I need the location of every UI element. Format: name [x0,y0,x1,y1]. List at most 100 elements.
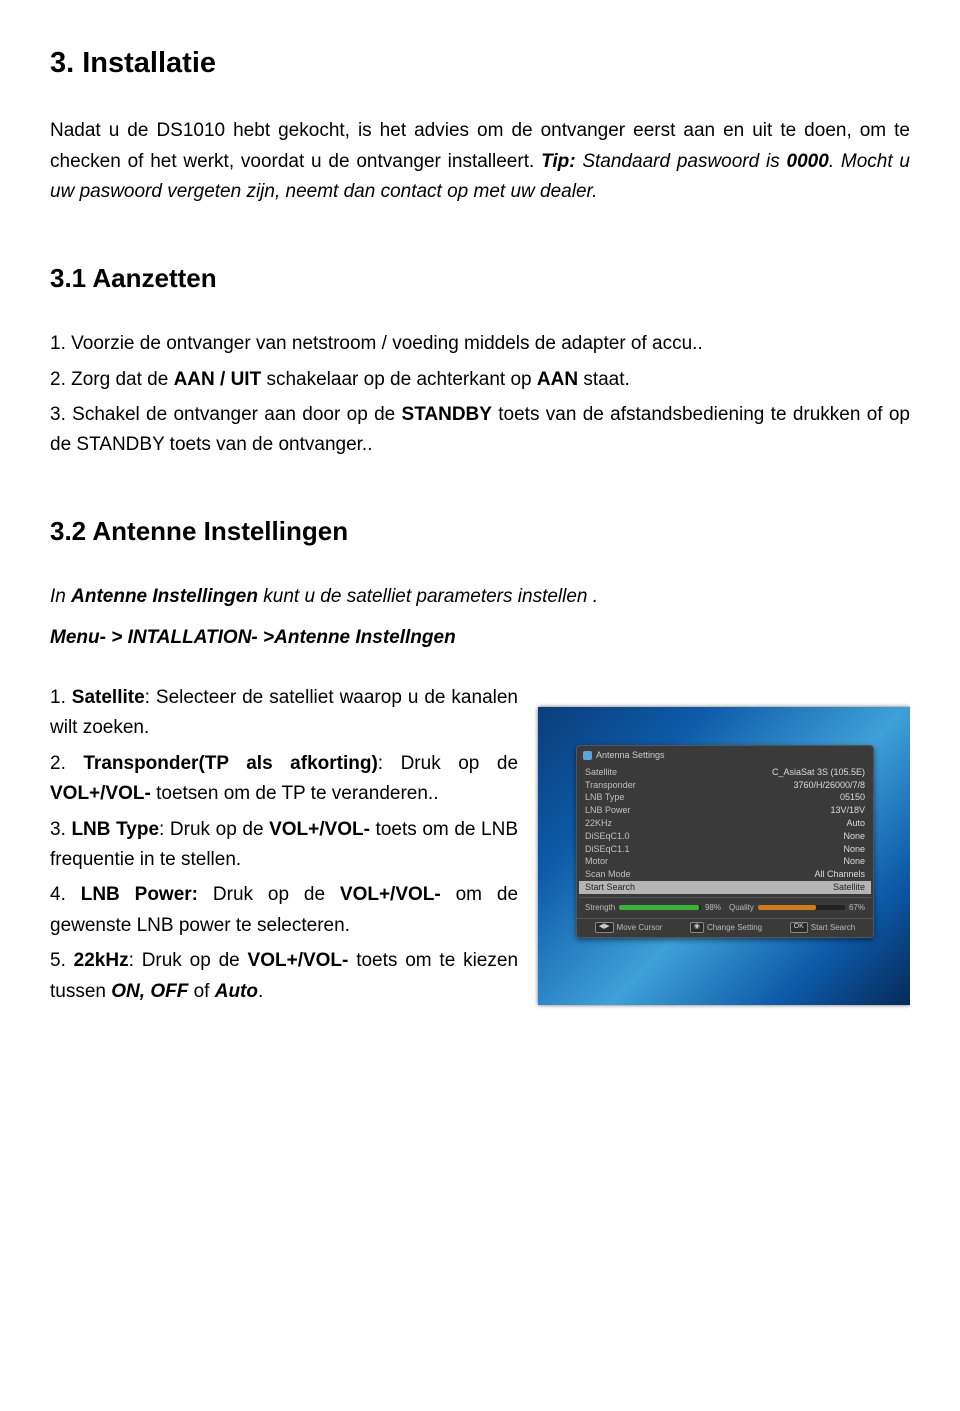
dialog-title-text: Antenna Settings [596,750,665,761]
setting-key: DiSEqC1.0 [585,831,630,842]
bold-text: VOL+/VOL- [269,819,370,840]
setting-val: Auto [846,818,865,829]
antenna-settings-dialog: Antenna Settings Satellite C_AsiaSat 3S (… [576,745,874,938]
text: of [188,981,214,1002]
list-item: 3. Schakel de ontvanger aan door op de S… [50,400,910,461]
setting-val: None [843,844,865,855]
text: Druk op de [198,884,340,905]
setting-key: Start Search [585,882,635,893]
dialog-footer: ◀▶Move Cursor ◉Change Setting OKStart Se… [577,918,873,936]
quality-bar: Quality 67% [729,903,865,913]
bold-text: AAN [537,369,578,390]
setting-row: LNB Type 05150 [585,791,865,804]
setting-val: None [843,831,865,842]
setting-key: Satellite [585,767,617,778]
setting-row: Scan Mode All Channels [585,868,865,881]
antenna-icon [583,751,592,760]
bold-text: LNB Power: [81,884,198,905]
section-3-1-list: 1. Voorzie de ontvanger van netstroom / … [50,329,910,461]
divider [579,897,871,898]
setting-key: Transponder [585,780,636,791]
foot-text: Change Setting [707,923,762,933]
bold-text: VOL+/VOL- [50,783,151,804]
strength-value: 98% [705,903,721,913]
setting-row: DiSEqC1.0 None [585,830,865,843]
bold-text: VOL+/VOL- [248,950,349,971]
setting-val: Satellite [833,882,865,893]
foot-hint: ◉Change Setting [690,922,762,932]
bold-text: Antenne Instellingen [71,586,258,607]
text: kunt u de satelliet parameters instellen… [258,586,598,607]
strength-label: Strength [585,903,615,913]
setting-row: LNB Power 13V/18V [585,804,865,817]
setting-key: LNB Power [585,805,631,816]
key-icon: ◀▶ [595,922,614,932]
setting-key: Scan Mode [585,869,631,880]
foot-hint: OKStart Search [790,922,856,932]
foot-text: Move Cursor [617,923,663,933]
text: 3. [50,819,71,840]
text: . [258,981,263,1002]
bold-text: AAN / UIT [174,369,262,390]
text: toetsen om de TP te veranderen.. [151,783,439,804]
key-icon: ◉ [690,922,704,932]
text: staat. [578,369,630,390]
section-3-2-intro: In Antenne Instellingen kunt u de satell… [50,582,910,653]
text: : Druk op de [129,950,248,971]
tip-code: 0000 [787,151,829,172]
text: In [50,586,71,607]
quality-label: Quality [729,903,754,913]
setting-row-selected: Start Search Satellite [579,881,871,894]
bold-text: ON, OFF [111,981,188,1002]
bold-text: Satellite [72,687,145,708]
text: schakelaar op de achterkant op [261,369,537,390]
strength-bar: Strength 98% [585,903,721,913]
text: : Druk op de [378,753,518,774]
list-item: 2. Zorg dat de AAN / UIT schakelaar op d… [50,365,910,395]
setting-val: 3760/H/26000/7/8 [793,780,865,791]
text: 4. [50,884,81,905]
setting-val: 13V/18V [830,805,865,816]
antenna-settings-screenshot: Antenna Settings Satellite C_AsiaSat 3S (… [538,707,910,1005]
foot-hint: ◀▶Move Cursor [595,922,663,932]
setting-val: 05150 [840,792,865,803]
bold-text: LNB Type [71,819,159,840]
text: 3. Schakel de ontvanger aan door op de [50,404,402,425]
foot-text: Start Search [811,923,855,933]
menu-path: Menu- > INTALLATION- >Antenne Instellnge… [50,623,910,653]
key-icon: OK [790,922,808,932]
setting-val: None [843,856,865,867]
list-item: 1. Voorzie de ontvanger van netstroom / … [50,329,910,359]
setting-val: All Channels [814,869,865,880]
strength-fill [619,905,699,910]
setting-row: Transponder 3760/H/26000/7/8 [585,779,865,792]
setting-row: DiSEqC1.1 None [585,843,865,856]
setting-row: 22KHz Auto [585,817,865,830]
quality-fill [758,905,816,910]
intro-paragraph: Nadat u de DS1010 hebt gekocht, is het a… [50,116,910,207]
setting-key: DiSEqC1.1 [585,844,630,855]
quality-value: 67% [849,903,865,913]
setting-row: Motor None [585,855,865,868]
setting-val: C_AsiaSat 3S (105.5E) [772,767,865,778]
bold-text: VOL+/VOL- [340,884,441,905]
setting-key: 22KHz [585,818,612,829]
tip-label: Tip: [541,151,575,172]
bold-text: Transponder(TP als afkorting) [83,753,377,774]
text: 2. Zorg dat de [50,369,174,390]
bold-text: 22kHz [74,950,129,971]
text: 1. [50,687,72,708]
tip-text-1: Standaard paswoord is [576,151,787,172]
text: 5. [50,950,74,971]
setting-key: Motor [585,856,608,867]
dialog-title: Antenna Settings [577,746,873,764]
signal-bars: Strength 98% Quality 67% [585,901,865,915]
heading-3-2: 3.2 Antenne Instellingen [50,511,910,553]
heading-3: 3. Installatie [50,40,910,86]
bold-text: STANDBY [402,404,492,425]
setting-row: Satellite C_AsiaSat 3S (105.5E) [585,766,865,779]
setting-key: LNB Type [585,792,624,803]
text: : Druk op de [159,819,269,840]
text: 2. [50,753,83,774]
bold-text: Auto [215,981,258,1002]
